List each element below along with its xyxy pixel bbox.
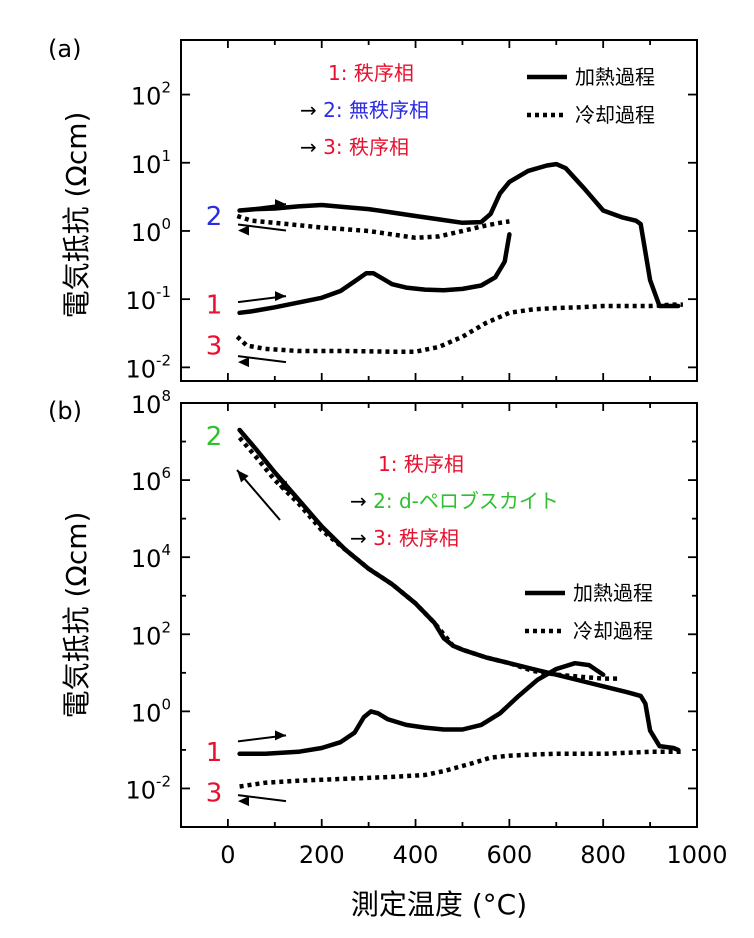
x-tick-label: 200 bbox=[299, 841, 345, 869]
panel-b-frame bbox=[180, 402, 698, 828]
legend-heating: 加熱過程 bbox=[575, 65, 655, 89]
y-tick-label: 102 bbox=[131, 79, 171, 111]
direction-arrow bbox=[237, 794, 287, 803]
panel-a-label: (a) bbox=[48, 35, 81, 63]
direction-arrow bbox=[237, 355, 287, 364]
annotation-line: 1: 秩序相 bbox=[378, 452, 464, 476]
heating-curve bbox=[237, 161, 681, 309]
panel-a-series bbox=[235, 161, 683, 354]
heating-curve bbox=[237, 660, 606, 757]
curve-marker-1: 1 bbox=[206, 291, 223, 321]
curve-marker-2: 2 bbox=[206, 422, 223, 452]
panel-a-ticks: 10-2 10-1 100 101 102 bbox=[125, 40, 698, 383]
y-tick-label: 10-2 bbox=[125, 351, 171, 383]
panel-a: (a) 10-2 10-1 100 101 102 1: 秩序相 → 2: 無秩序相 → 3… bbox=[48, 35, 698, 383]
panel-b-annotation: 1: 秩序相 → 2: d-ペロブスカイト → 3: 秩序相 bbox=[350, 452, 559, 550]
panel-a-frame bbox=[180, 39, 698, 382]
annotation-line: 1: 秩序相 bbox=[328, 61, 414, 85]
curve-marker-3: 3 bbox=[206, 332, 223, 362]
direction-arrowhead bbox=[275, 199, 286, 210]
cooling-curve bbox=[237, 436, 618, 681]
direction-arrowhead bbox=[275, 730, 286, 741]
y-tick-label: 104 bbox=[131, 541, 171, 573]
direction-arrowhead bbox=[278, 480, 290, 493]
y-tick-label: 102 bbox=[131, 618, 171, 650]
curve-marker-1: 1 bbox=[206, 738, 223, 768]
legend-heating: 加熱過程 bbox=[573, 581, 653, 605]
panel-a-y-axis-label: 電気抵抗 (Ωcm) bbox=[60, 112, 93, 319]
panel-b: (b) 0 200 400 600 800 1000 10-2 100 102 104 106 108… bbox=[48, 387, 728, 921]
x-tick-label: 1000 bbox=[666, 841, 727, 869]
x-axis-label: 測定温度 (°C) bbox=[351, 888, 527, 921]
annotation-line: → 3: 秩序相 bbox=[300, 135, 409, 159]
panel-b-ticks: 0 200 400 600 800 1000 10-2 100 102 104 106 108 bbox=[125, 387, 727, 869]
panel-b-label: (b) bbox=[48, 397, 82, 425]
y-tick-label: 106 bbox=[131, 464, 171, 496]
annotation-line: → 2: 無秩序相 bbox=[300, 98, 429, 122]
x-tick-label: 600 bbox=[486, 841, 532, 869]
legend-cooling: 冷却過程 bbox=[575, 103, 655, 127]
y-tick-label: 101 bbox=[131, 147, 171, 179]
heating-curve bbox=[237, 232, 512, 316]
panel-b-series bbox=[237, 427, 683, 789]
annotation-line: → 2: d-ペロブスカイト bbox=[350, 489, 559, 513]
panel-b-y-axis-label: 電気抵抗 (Ωcm) bbox=[60, 512, 93, 719]
cooling-curve bbox=[239, 749, 683, 789]
direction-arrowhead bbox=[275, 291, 286, 302]
direction-arrowhead bbox=[238, 357, 249, 368]
x-tick-label: 800 bbox=[580, 841, 626, 869]
direction-arrowhead bbox=[238, 225, 249, 236]
y-tick-label: 108 bbox=[131, 387, 171, 419]
panel-b-markers: 2 1 3 bbox=[206, 422, 291, 808]
annotation-line: → 3: 秩序相 bbox=[350, 526, 459, 550]
panel-a-annotation: 1: 秩序相 → 2: 無秩序相 → 3: 秩序相 bbox=[300, 61, 429, 159]
y-tick-label: 10-2 bbox=[125, 772, 171, 804]
y-tick-label: 100 bbox=[131, 695, 171, 727]
legend-cooling: 冷却過程 bbox=[573, 619, 653, 643]
y-tick-label: 10-1 bbox=[125, 283, 171, 315]
cooling-curve bbox=[235, 302, 683, 354]
direction-arrowhead bbox=[238, 796, 249, 807]
x-tick-label: 400 bbox=[393, 841, 439, 869]
x-tick-label: 0 bbox=[220, 841, 235, 869]
direction-arrowhead bbox=[237, 470, 249, 483]
cooling-curve bbox=[236, 213, 510, 241]
direction-arrow bbox=[237, 223, 287, 232]
curve-marker-2: 2 bbox=[206, 202, 223, 232]
curve-marker-3: 3 bbox=[206, 778, 223, 808]
panel-a-markers: 2 1 3 bbox=[206, 199, 287, 368]
y-tick-label: 100 bbox=[131, 215, 171, 247]
